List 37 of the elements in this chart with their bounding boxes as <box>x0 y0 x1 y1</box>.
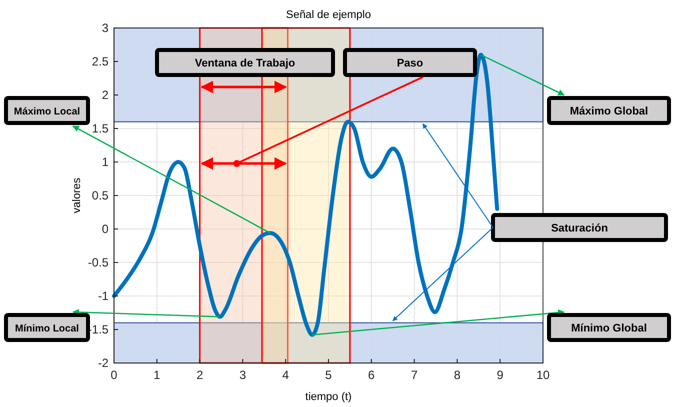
y-tick-label: 3 <box>102 20 109 35</box>
y-tick-label: 1.5 <box>92 121 109 136</box>
y-tick-label: 1 <box>102 154 109 169</box>
annotation: Máximo Local <box>14 106 80 118</box>
x-tick-label: 0 <box>110 368 118 382</box>
label-box: Máximo Global <box>480 54 671 125</box>
y-tick-label: -1 <box>98 288 109 303</box>
x-tick-label: 7 <box>410 368 418 382</box>
y-tick-label: 0.5 <box>92 188 109 202</box>
label-box: Paso <box>343 48 477 77</box>
line-series <box>112 52 500 337</box>
annotation: Mínimo Global <box>571 322 647 334</box>
y-axis-title: valores <box>71 177 83 214</box>
x-tick-label: 1 <box>154 368 161 382</box>
annotation: Mínimo Local <box>15 324 80 334</box>
x-tick-label: 8 <box>454 368 461 382</box>
y-tick-label: -0.5 <box>88 255 109 270</box>
annotation: Máximo Global <box>570 106 648 118</box>
label-box: Ventana de Trabajo <box>155 48 335 77</box>
x-tick-label: 9 <box>496 368 504 382</box>
x-axis-title: tiempo (t) <box>305 391 352 403</box>
x-tick-label: 4 <box>282 368 290 382</box>
y-tick-label: 0 <box>102 222 109 236</box>
annotation: Paso <box>396 58 424 70</box>
label-box: Mínimo Global <box>312 309 671 342</box>
chart-title: Señal de ejemplo <box>286 9 372 21</box>
y-tick-label: 2 <box>102 88 109 102</box>
y-tick-label: 2.5 <box>92 54 109 68</box>
label-box: Saturación <box>491 213 668 242</box>
annotation: Ventana de Trabajo <box>194 58 296 70</box>
x-tick-label: 6 <box>368 368 376 382</box>
x-tick-label: 2 <box>196 368 204 382</box>
y-tick-label: -1.5 <box>88 322 109 336</box>
x-tick-label: 10 <box>536 368 550 382</box>
x-tick-label: 3 <box>239 368 246 382</box>
y-tick-label: -2 <box>98 356 109 370</box>
x-tick-label: 5 <box>325 368 332 382</box>
